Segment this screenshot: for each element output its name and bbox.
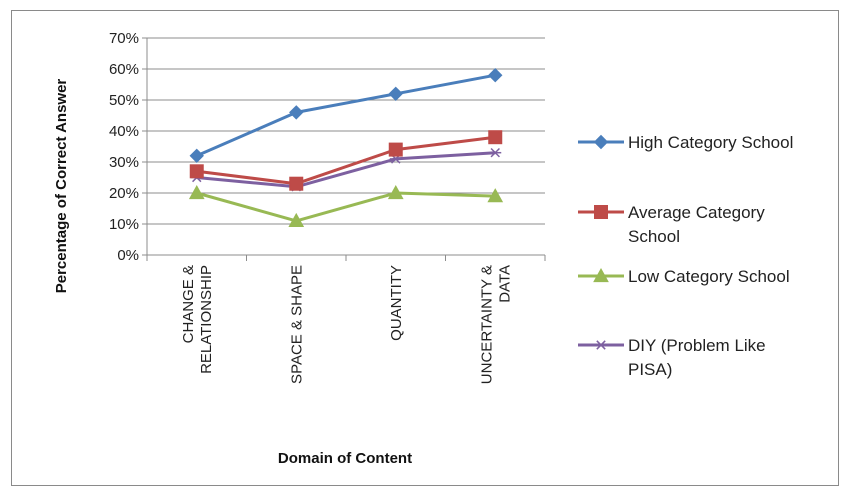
y-tick-label: 10%	[109, 216, 139, 233]
x-tick-label: SPACE & SHAPE	[288, 265, 305, 384]
y-tick-label: 50%	[109, 92, 139, 109]
y-tick-label: 30%	[109, 154, 139, 171]
series-group	[189, 67, 503, 164]
y-tick-label: 0%	[117, 247, 139, 264]
triangle-marker	[288, 212, 305, 227]
series-lines	[188, 67, 504, 227]
triangle-marker	[487, 188, 504, 203]
series-line	[196, 73, 496, 158]
x-tick-label: QUANTITY	[388, 265, 405, 341]
legend-item: DIY (Problem Like PISA)	[578, 336, 766, 379]
triangle-marker	[188, 184, 205, 200]
square-marker	[488, 130, 503, 145]
y-tick-label: 60%	[109, 61, 139, 78]
legend-item: Low Category School	[578, 267, 790, 286]
legend-item: Average Category School	[578, 203, 765, 246]
triangle-marker	[387, 184, 404, 200]
series-group	[188, 184, 504, 227]
series-line	[196, 151, 496, 189]
y-tick-label: 40%	[109, 123, 139, 140]
square-marker	[289, 176, 304, 191]
legend: High Category School Average Category Scho…	[578, 133, 793, 379]
series-line	[196, 135, 496, 186]
legend-label: High Category School	[628, 133, 793, 152]
square-marker	[594, 205, 608, 219]
diamond-marker	[388, 86, 403, 102]
series-line	[196, 191, 496, 223]
legend-label: Average Category School	[628, 203, 765, 246]
y-axis-title: Percentage of Correct Answer	[53, 79, 70, 294]
tick-labels: 0% 10% 20% 30% 40% 50% 60% 70% CHANGE &RELATIONS…	[109, 30, 513, 384]
series-group	[190, 147, 502, 192]
diamond-marker	[189, 148, 204, 164]
star-marker	[489, 147, 502, 158]
series-group	[189, 130, 503, 191]
x-tick-label: UNCERTAINTY &DATA	[478, 265, 513, 384]
y-tick-label: 20%	[109, 185, 139, 202]
gridlines	[147, 37, 545, 225]
y-tick-label: 70%	[109, 30, 139, 47]
legend-label: Low Category School	[628, 267, 790, 286]
legend-label: DIY (Problem Like PISA)	[628, 336, 766, 379]
x-tick-label: CHANGE &RELATIONSHIP	[180, 265, 215, 374]
axes	[142, 37, 546, 261]
triangle-marker	[593, 267, 609, 283]
square-marker	[189, 164, 204, 179]
legend-item: High Category School	[578, 133, 793, 152]
star-marker	[595, 340, 607, 350]
x-axis-title: Domain of Content	[278, 450, 412, 467]
square-marker	[388, 142, 403, 157]
diamond-marker	[289, 105, 304, 120]
diamond-marker	[488, 67, 503, 83]
diamond-marker	[593, 134, 609, 150]
